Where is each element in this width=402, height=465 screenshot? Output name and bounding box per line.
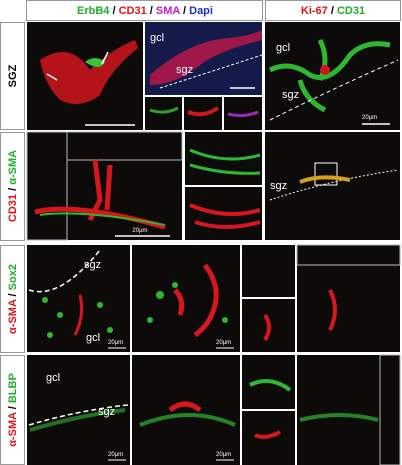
cells [147,282,228,323]
image-panel [297,355,400,465]
row-label: α-SMA / BLBP [7,373,19,447]
image-panel [132,355,240,465]
scale-label: 20μm [108,340,123,346]
row-2: 20μm sgz [26,131,400,241]
row-box [0,22,25,130]
annotation: gcl [46,372,60,384]
image-panel [132,245,240,352]
header-right: Ki-67 / CD31 [301,5,365,17]
annotation: sgz [176,64,193,76]
label-part: CD31 [119,5,147,17]
scale-label: 20μm [108,452,123,458]
label-part: α-SMA [7,412,19,447]
image-panel [242,245,295,297]
vessel [168,401,202,413]
label-part: Ki-67 [301,5,328,17]
signal [29,408,126,432]
header-box [26,0,263,21]
cell [85,58,105,67]
row-box [0,245,25,353]
label-part: / [147,5,156,17]
vessel [173,263,219,338]
dashed-line [159,54,263,89]
row-4: gcl sgz 20μm 20μm [27,354,401,465]
header-left: ErbB4 / CD31 / SMA / Dapi [77,5,213,17]
row-3: sgz gcl 20μm 20μm [27,244,401,352]
row-label: α-SMA / Sox2 [7,264,19,334]
vessel [39,212,166,226]
label-part: / [7,403,19,412]
dashed-line [269,169,399,201]
annotation: gcl [276,42,290,54]
scale-label: 20μm [216,452,231,458]
vessel [299,175,351,184]
label-part: α-SMA [7,150,19,185]
ortho-frame [296,244,401,266]
image-panel [265,132,400,240]
label-part: CD31 [337,5,365,17]
image-panel [297,245,400,352]
row-label: CD31 / α-SMA [7,150,19,222]
inset-box [314,162,338,186]
signal [189,203,261,229]
scale-label: 20μm [362,115,377,121]
vessel [328,289,337,331]
row-box [0,132,25,241]
row-1: gcl sgz gcl sgz 20μm [27,22,400,130]
signal [187,106,220,117]
label-part: / [328,5,337,17]
ortho-frame [26,131,68,241]
label-part: SGZ [7,64,19,87]
dashed-line [28,249,101,293]
label-part: / [7,290,19,299]
header-box [265,0,401,21]
scale-label: 20μm [132,228,147,234]
annotation: sgz [98,406,115,418]
arrow [46,51,109,81]
label-part: Dapi [189,5,213,17]
vessel [40,40,138,104]
label-part: CD31 [7,194,19,222]
signal [249,379,292,392]
label-part: α-SMA [7,299,19,334]
scale-label: 20μm [216,340,231,346]
vessel [150,30,262,85]
annotation: sgz [282,89,299,101]
annotation: gcl [86,332,100,344]
ortho-frame [379,354,401,465]
label-part: BLBP [7,373,19,403]
label-part: ErbB4 [77,5,110,17]
cells [42,297,113,338]
signal [299,413,379,422]
label-part: / [109,5,118,17]
dashed-line [28,404,129,426]
annotation: gcl [150,32,164,44]
row-label: SGZ [7,64,19,87]
dashed-line [269,59,399,121]
vessel [73,294,84,336]
ortho-frame [66,131,183,161]
annotation: sgz [270,180,287,192]
signal [149,106,179,114]
signal [227,110,259,118]
vessel [268,38,391,113]
label-part: / [7,185,19,194]
label-part: Sox2 [7,264,19,290]
label-part: / [180,5,189,17]
annotation: sgz [84,259,101,271]
signal [139,413,236,427]
cell [320,65,330,75]
signal [263,313,271,342]
signal [254,430,281,439]
image-panel [27,132,182,240]
signal [189,148,261,175]
label-part: SMA [156,5,181,17]
